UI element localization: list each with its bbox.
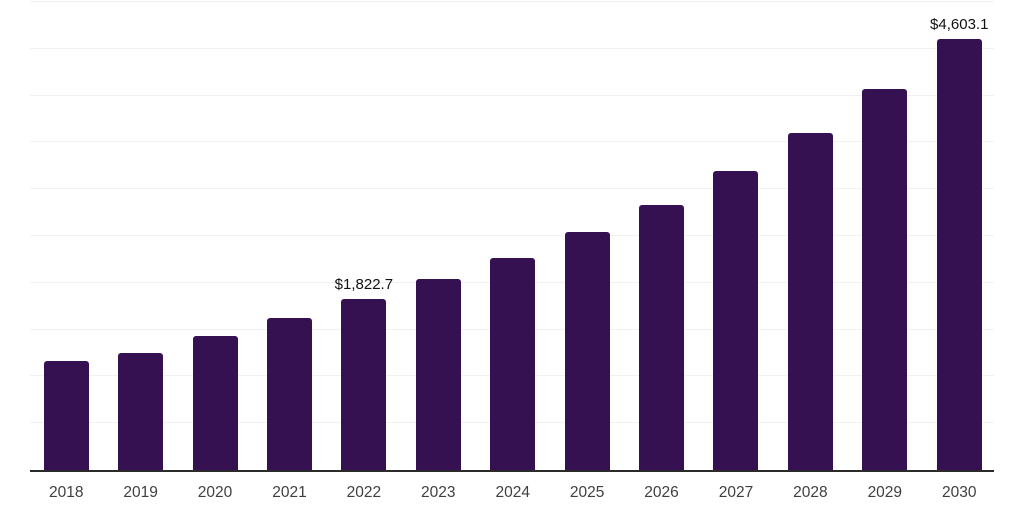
x-label-2020: 2020 bbox=[197, 484, 233, 501]
x-axis-line bbox=[30, 470, 994, 472]
gridline bbox=[30, 94, 994, 96]
gridline bbox=[30, 47, 994, 49]
bar-2019 bbox=[118, 352, 164, 470]
bar-2030 bbox=[936, 39, 982, 470]
x-label-2024: 2024 bbox=[495, 484, 530, 501]
bar-2029 bbox=[862, 89, 908, 470]
x-label-2019: 2019 bbox=[123, 484, 158, 501]
bar-2024 bbox=[490, 258, 536, 470]
x-label-2025: 2025 bbox=[569, 484, 605, 501]
gridline bbox=[30, 1, 994, 2]
gridline bbox=[30, 188, 994, 190]
bar-2025 bbox=[564, 232, 610, 470]
bar-2022 bbox=[341, 299, 387, 470]
bar-2020 bbox=[192, 336, 238, 470]
x-label-2028: 2028 bbox=[793, 484, 828, 501]
x-label-2018: 2018 bbox=[48, 484, 84, 501]
gridline bbox=[30, 141, 994, 143]
x-label-2022: 2022 bbox=[346, 484, 382, 501]
x-axis-labels: 2018 2019 2020 2021 2022 2023 2024 2025 2026 2027… bbox=[30, 484, 994, 504]
x-label-2023: 2023 bbox=[421, 484, 456, 501]
data-label-2030: $4,603.1 bbox=[930, 16, 989, 34]
gridline bbox=[30, 235, 994, 236]
bar-2021 bbox=[266, 318, 312, 470]
x-label-2030: 2030 bbox=[941, 484, 977, 501]
x-label-2026: 2026 bbox=[644, 484, 679, 501]
bar-2028 bbox=[787, 133, 833, 470]
bar-2023 bbox=[415, 279, 461, 470]
data-label-2022: $1,822.7 bbox=[334, 276, 394, 294]
bar-2027 bbox=[713, 171, 759, 470]
x-label-2029: 2029 bbox=[867, 484, 903, 501]
x-label-2027: 2027 bbox=[718, 484, 754, 501]
bar-2018 bbox=[43, 360, 89, 470]
plot-area: $1,822.7 $4,603.1 bbox=[30, 1, 994, 472]
x-label-2021: 2021 bbox=[272, 484, 307, 501]
bar-2026 bbox=[639, 205, 685, 470]
